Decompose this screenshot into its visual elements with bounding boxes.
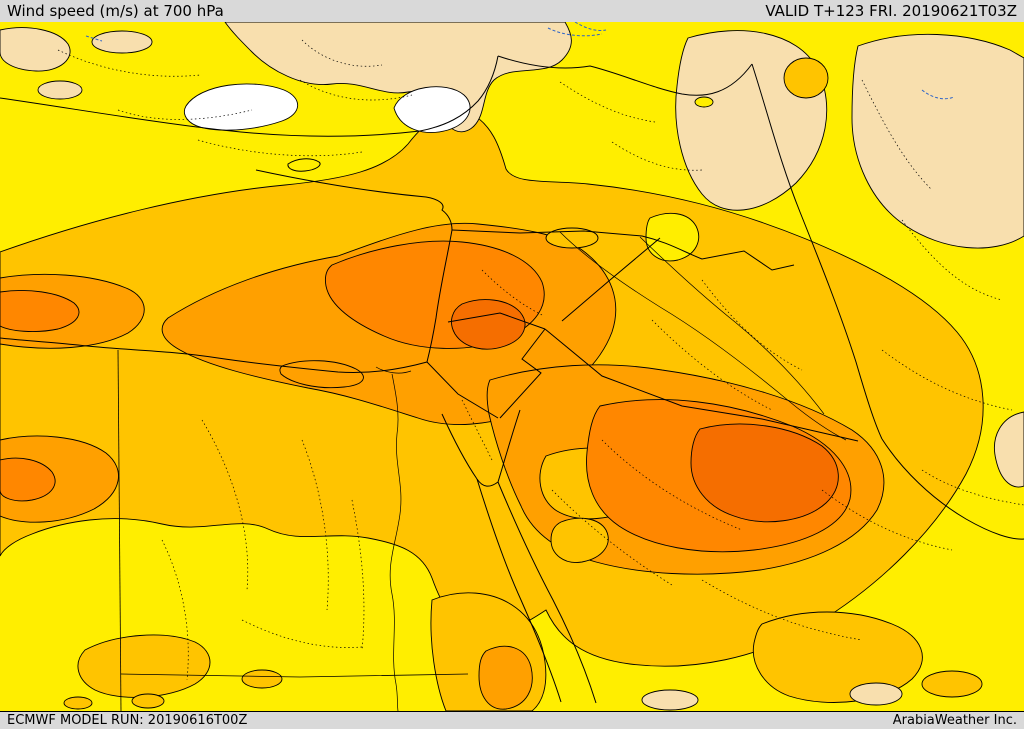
- contour-orange-cairo: [279, 360, 364, 389]
- contour-darkorange-left-lower: [0, 457, 56, 502]
- contour-gold-island-se-2: [550, 517, 609, 563]
- river-nile-delta: [375, 366, 412, 374]
- contour-pale-bottom-2: [849, 682, 903, 706]
- dotted-boundary: [821, 489, 953, 551]
- contour-yellow-island: [645, 212, 700, 262]
- border-syria-iraq: [561, 237, 661, 322]
- dotted-boundary: [301, 439, 329, 611]
- border-jordan-saudi: [499, 328, 546, 419]
- dotted-boundary: [611, 141, 703, 171]
- border-iran-iraq: [751, 63, 883, 440]
- dotted-boundary: [201, 419, 249, 591]
- dotted-boundary: [57, 49, 201, 77]
- header-bar: Wind speed (m/s) at 700 hPa VALID T+123 …: [0, 0, 1024, 22]
- dotted-boundary: [601, 439, 743, 531]
- coast-red-sea-west: [476, 478, 562, 703]
- border-caucasus: [497, 55, 753, 96]
- contour-gold-island-north: [545, 227, 599, 249]
- water-features-layer: [85, 22, 955, 100]
- dotted-boundary: [701, 579, 863, 641]
- border-egypt-sudan: [120, 673, 469, 678]
- province-borders-layer: [57, 39, 1024, 681]
- river-blue-segment: [547, 27, 603, 37]
- contour-pale-topleft-1: [0, 27, 71, 72]
- dotted-boundary: [197, 139, 363, 157]
- river-nile: [389, 373, 402, 711]
- contour-gold-bottomleft: [77, 634, 211, 698]
- contour-pale-topleft-3: [37, 80, 83, 100]
- river-blue-segment: [574, 22, 607, 31]
- dotted-boundary: [301, 39, 383, 67]
- coast-turkey-south: [255, 169, 453, 231]
- dotted-boundary: [299, 79, 413, 101]
- coast-gulf-suez: [441, 413, 478, 480]
- contour-pale-rightsliver: [994, 411, 1024, 488]
- valid-time-label: VALID T+123 FRI. 20190621T03Z: [765, 2, 1017, 20]
- river-euphrates: [559, 231, 847, 441]
- coast-persian-gulf: [881, 438, 1024, 540]
- brand-label: ArabiaWeather Inc.: [892, 713, 1017, 728]
- model-run-label: ECMWF MODEL RUN: 20190616T00Z: [7, 713, 248, 728]
- fill-bands-layer: [0, 22, 1024, 711]
- coast-red-sea-east: [497, 481, 597, 704]
- rivers-layer: [375, 231, 847, 711]
- coast-gulf-aqaba: [497, 409, 521, 483]
- dotted-boundary: [551, 489, 673, 586]
- river-blue-segment: [921, 89, 955, 100]
- dotted-boundary: [161, 539, 189, 681]
- contour-gold-speck-3: [241, 669, 283, 689]
- footer-bar: ECMWF MODEL RUN: 20190616T00Z ArabiaWeat…: [0, 711, 1024, 729]
- contour-deeporange-southeast: [690, 423, 839, 523]
- border-iraq-saudi: [544, 328, 859, 442]
- contour-darkorange-left-upper: [0, 290, 80, 333]
- border-egypt-libya: [117, 349, 122, 711]
- coast-cyprus: [287, 158, 321, 172]
- coast-sinai-tip: [476, 478, 499, 487]
- lake-van-shape: [694, 96, 714, 108]
- map-title: Wind speed (m/s) at 700 hPa: [7, 2, 224, 20]
- river-blue-segment: [85, 35, 103, 42]
- contour-deeporange-north: [451, 299, 526, 350]
- contour-pale-topleft-2: [91, 30, 153, 54]
- contour-orange-bottomdot: [478, 645, 533, 710]
- coast-egypt: [0, 337, 428, 373]
- contour-gold-speck-1: [63, 696, 93, 710]
- dotted-boundary: [861, 79, 933, 191]
- contour-pale-topright-b: [851, 33, 1024, 249]
- coast-levant: [426, 229, 453, 363]
- map-canvas: [0, 22, 1024, 711]
- coast-black-sea: [0, 55, 499, 137]
- contour-pale-bottom-1: [641, 689, 699, 711]
- dotted-boundary: [881, 349, 1013, 411]
- contour-gold-bottomright-small: [921, 670, 983, 698]
- contour-gold-speck-2: [131, 693, 165, 709]
- wind-speed-map: [0, 22, 1024, 711]
- dotted-boundary: [701, 279, 803, 371]
- dotted-boundary: [351, 499, 365, 651]
- border-turkey-syria-iraq: [451, 229, 795, 271]
- border-syria-jordan: [447, 312, 546, 330]
- border-egypt-israel: [426, 361, 499, 419]
- country-borders-layer: [0, 55, 1024, 711]
- contour-gold-in-pale: [783, 57, 829, 99]
- river-tigris: [639, 236, 825, 415]
- dotted-boundary: [241, 619, 363, 648]
- dotted-boundary: [461, 399, 493, 461]
